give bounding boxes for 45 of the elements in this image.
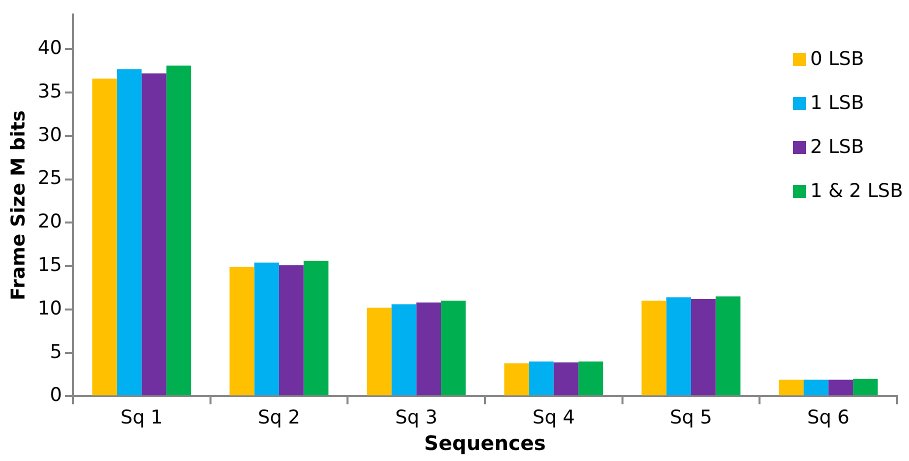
y-tick-label: 30 — [38, 124, 62, 146]
bar — [804, 380, 828, 396]
y-tick-label: 40 — [38, 37, 62, 60]
bar — [642, 300, 666, 396]
y-tick-label: 5 — [50, 340, 62, 363]
bar — [441, 300, 466, 396]
bar — [554, 362, 578, 396]
x-tick-label: Sq 3 — [395, 406, 438, 429]
bar — [304, 260, 328, 396]
bar — [278, 265, 304, 396]
bar — [392, 304, 416, 396]
bar — [778, 380, 804, 396]
y-tick-label: 15 — [38, 254, 62, 276]
bar — [716, 296, 740, 396]
bar — [578, 361, 604, 396]
bar — [116, 69, 142, 396]
x-tick-label: Sq 1 — [120, 406, 163, 429]
x-axis-title: Sequences — [424, 431, 546, 456]
y-tick-label: 35 — [38, 80, 62, 102]
bar — [254, 262, 279, 396]
legend-label: 2 LSB — [810, 136, 864, 158]
y-tick-label: 0 — [50, 384, 62, 406]
bar — [416, 302, 442, 396]
bar — [828, 380, 854, 396]
bar — [92, 78, 117, 396]
y-tick-label: 25 — [38, 167, 62, 190]
bar — [666, 297, 691, 396]
y-tick-label: 20 — [38, 210, 62, 233]
legend-label: 1 LSB — [810, 92, 864, 114]
bar — [166, 66, 192, 396]
legend-label: 0 LSB — [810, 48, 864, 70]
bar — [142, 73, 166, 396]
y-tick-label: 10 — [38, 297, 62, 320]
bar — [690, 299, 716, 396]
y-axis-title: Frame Size M bits — [7, 110, 30, 300]
bar — [504, 363, 529, 396]
bar — [366, 308, 392, 396]
bar — [853, 378, 878, 396]
legend-label: 1 & 2 LSB — [810, 180, 903, 202]
bar — [528, 361, 554, 396]
x-tick-label: Sq 4 — [532, 406, 575, 429]
x-tick-label: Sq 6 — [807, 406, 850, 429]
x-tick-label: Sq 5 — [670, 406, 712, 429]
bar — [230, 266, 254, 396]
x-tick-label: Sq 2 — [258, 406, 300, 429]
